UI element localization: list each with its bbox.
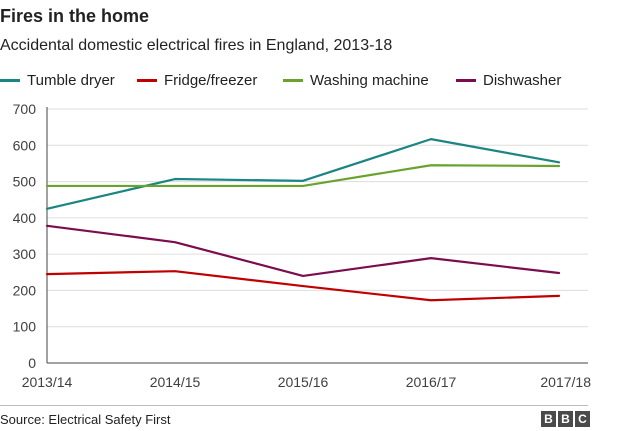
y-tick-label: 400 <box>13 210 37 226</box>
legend-swatch-washing-machine <box>283 79 303 82</box>
bbc-logo: B B C <box>541 411 590 427</box>
legend-item-fridge-freezer: Fridge/freezer <box>137 72 257 89</box>
bbc-logo-block: B <box>558 411 573 427</box>
legend-swatch-fridge-freezer <box>137 79 157 82</box>
y-tick-label: 100 <box>13 319 37 335</box>
chart-title: Fires in the home <box>0 6 150 26</box>
x-tick-label: 2017/18 <box>540 374 591 390</box>
series-line-washing-machine <box>45 164 561 188</box>
x-tick-label: 2015/16 <box>278 374 329 390</box>
source-note: Source: Electrical Safety First <box>0 412 171 427</box>
legend-item-washing-machine: Washing machine <box>283 72 429 89</box>
legend-label-dishwasher: Dishwasher <box>483 72 562 89</box>
y-tick-label: 700 <box>13 101 37 117</box>
bbc-logo-block: B <box>541 411 556 427</box>
series-line-fridge-freezer <box>45 270 561 302</box>
legend-label-washing-machine: Washing machine <box>310 72 429 89</box>
line-chart: 0 100 200 300 400 500 600 700 2013/14 2014/15 2015… <box>13 101 592 390</box>
legend-label-fridge-freezer: Fridge/freezer <box>164 72 258 89</box>
bbc-logo-block: C <box>575 411 590 427</box>
x-tick-label: 2014/15 <box>150 374 201 390</box>
chart-legend: Tumble dryer Fridge/freezer Washing mach… <box>0 72 624 92</box>
legend-swatch-dishwasher <box>456 79 476 82</box>
y-tick-label: 0 <box>28 355 36 371</box>
y-tick-label: 300 <box>13 246 37 262</box>
legend-swatch-tumble-dryer <box>0 79 20 82</box>
legend-label-tumble-dryer: Tumble dryer <box>27 72 115 89</box>
y-tick-label: 600 <box>13 137 37 153</box>
legend-item-dishwasher: Dishwasher <box>456 72 561 89</box>
legend-item-tumble-dryer: Tumble dryer <box>0 72 115 89</box>
chart-subtitle: Accidental domestic electrical fires in … <box>0 37 393 54</box>
footer-divider <box>0 405 588 406</box>
x-tick-label: 2016/17 <box>406 374 457 390</box>
y-tick-label: 200 <box>13 282 37 298</box>
series-line-tumble-dryer <box>45 138 561 210</box>
x-tick-label: 2013/14 <box>22 374 73 390</box>
series-line-dishwasher <box>45 224 561 278</box>
y-tick-label: 500 <box>13 174 37 190</box>
